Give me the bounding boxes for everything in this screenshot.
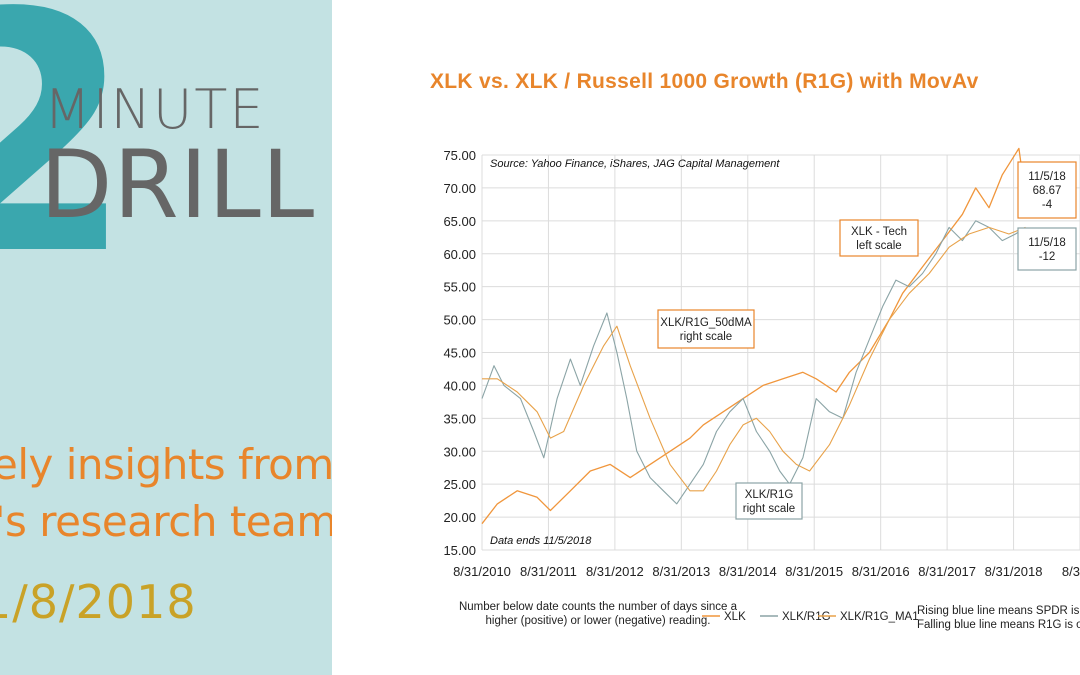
annotation-text: 68.67 <box>1033 185 1062 197</box>
annotation-text: XLK/R1G <box>745 489 794 501</box>
source-note: Source: Yahoo Finance, iShares, JAG Capi… <box>490 158 780 170</box>
y-tick-label: 55.00 <box>443 280 476 295</box>
annotation-text: 11/5/18 <box>1028 237 1066 249</box>
x-tick-label: 8/31/2011 <box>520 564 577 579</box>
y-tick-label: 65.00 <box>443 214 476 229</box>
brand-line-minute: MINUTE <box>44 78 266 141</box>
y-tick-label: 30.00 <box>443 444 476 459</box>
footer-note-line: Number below date counts the number of d… <box>459 601 738 613</box>
y-tick-label: 60.00 <box>443 247 476 262</box>
y-tick-label: 75.00 <box>443 148 476 163</box>
y-tick-label: 70.00 <box>443 181 476 196</box>
legend-label: XLK/R1G <box>782 611 831 623</box>
footer-note-line: higher (positive) or lower (negative) re… <box>486 615 711 627</box>
x-tick-label: 8/31/2018 <box>985 564 1043 579</box>
annotation-text: -4 <box>1042 199 1053 211</box>
annotation-box <box>1017 227 1077 271</box>
annotation-box <box>735 482 803 520</box>
chart-title: XLK vs. XLK / Russell 1000 Growth (R1G) … <box>430 70 979 93</box>
x-tick-label: 8/31/2012 <box>586 564 644 579</box>
series-line-2 <box>482 226 1026 492</box>
y-tick-label: 45.00 <box>443 346 476 361</box>
annotation-box <box>657 309 755 349</box>
x-tick-label: 8/31/2017 <box>918 564 976 579</box>
annotation-text: left scale <box>856 240 901 252</box>
x-tick-label: 8/31/2016 <box>852 564 910 579</box>
y-tick-label: 40.00 <box>443 378 476 393</box>
annotation-box <box>839 219 919 257</box>
tagline-line-2: 's research team <box>0 497 332 546</box>
legend-label: XLK/R1G_MA1 <box>840 611 919 623</box>
annotation-text: 11/5/18 <box>1028 171 1066 183</box>
y-tick-label: 25.00 <box>443 477 476 492</box>
y-tick-label: 15.00 <box>443 543 476 558</box>
series-line-0 <box>481 147 1027 525</box>
y-tick-label: 20.00 <box>443 510 476 525</box>
brand-line-drill: DRILL <box>40 131 316 240</box>
annotation-text: XLK - Tech <box>851 226 907 238</box>
legend-label: XLK <box>724 611 746 623</box>
issue-date: 1/8/2018 <box>0 575 197 629</box>
annotation-text: right scale <box>743 503 795 515</box>
tagline-line-1: ely insights from <box>0 440 332 489</box>
x-tick-label: 8/31/2013 <box>652 564 710 579</box>
x-tick-label: 8/31/2014 <box>719 564 777 579</box>
y-tick-label: 35.00 <box>443 411 476 426</box>
series-line-1 <box>481 220 1026 505</box>
annotation-box <box>1017 161 1077 219</box>
line-chart: 75.00 70.00 65.00 60.00 55.00 50.00 45.00 40.00… <box>443 147 1080 631</box>
right-note-line: Falling blue line means R1G is outperfor… <box>917 619 1080 631</box>
y-tick-label: 50.00 <box>443 313 476 328</box>
brand-panel: 2 MINUTE DRILL ely insights from 's rese… <box>0 0 332 675</box>
data-ends-note: Data ends 11/5/2018 <box>490 535 592 547</box>
brand-digit: 2 <box>0 0 135 327</box>
x-tick-label: 8/31/2015 <box>785 564 843 579</box>
right-note-line: Rising blue line means SPDR is outperfor… <box>917 605 1080 617</box>
x-tick-label: 8/31/2010 <box>453 564 511 579</box>
annotation-text: -12 <box>1039 251 1056 263</box>
annotation-text: right scale <box>680 331 732 343</box>
x-tick-label: 8/31/2 <box>1062 564 1080 579</box>
annotation-text: XLK/R1G_50dMA <box>660 317 752 329</box>
